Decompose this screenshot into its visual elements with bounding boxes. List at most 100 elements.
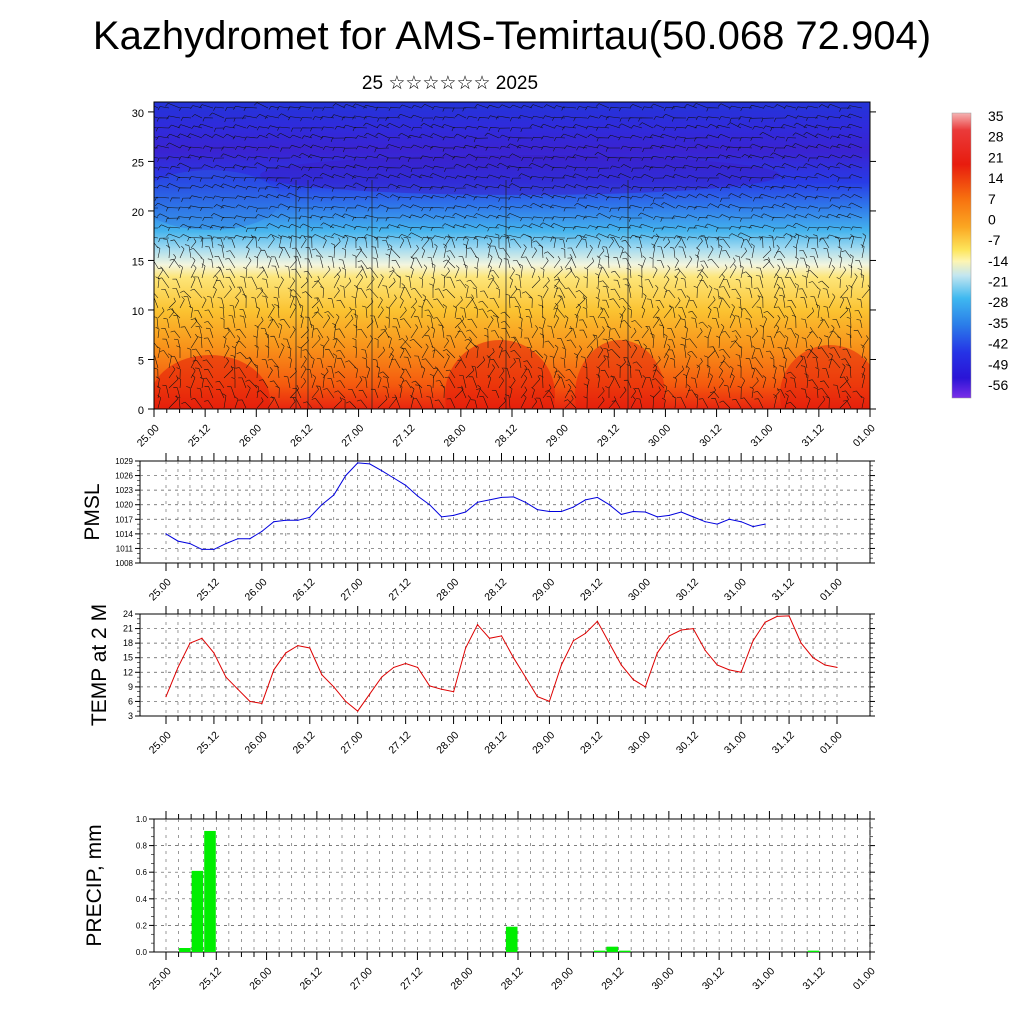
- wind-barb: [385, 217, 401, 222]
- wind-barb: [674, 257, 679, 269]
- wind-barb: [553, 276, 561, 289]
- wind-barb: [705, 214, 720, 219]
- wind-barb: [387, 174, 401, 179]
- wind-barb: [223, 167, 236, 172]
- wind-barb: [794, 283, 799, 299]
- wind-barb: [421, 366, 426, 379]
- wind-barb: [781, 185, 797, 190]
- wind-barb: [617, 173, 632, 179]
- wind-barb: [694, 124, 709, 129]
- wind-barb: [556, 338, 566, 349]
- wind-barb: [204, 309, 214, 319]
- wind-barb: [278, 246, 283, 259]
- wind-barb: [382, 240, 390, 249]
- wind-barb: [388, 394, 398, 409]
- wind-barb: [284, 265, 291, 279]
- wind-barb: [311, 297, 319, 309]
- wind-barb: [836, 277, 841, 289]
- wind-barb: [421, 294, 427, 309]
- wind-barb: [747, 154, 764, 159]
- temp-point: [464, 647, 467, 649]
- precip-bar: [606, 946, 619, 952]
- wind-barb: [509, 377, 516, 389]
- wind-barb: [487, 316, 494, 329]
- wind-barb: [729, 314, 736, 329]
- precip-xtick-label: 28.12: [499, 965, 526, 992]
- wind-barb: [586, 334, 596, 349]
- wind-barb: [662, 113, 676, 119]
- wind-barb: [605, 147, 620, 152]
- wind-barb: [603, 348, 610, 359]
- wind-barb: [442, 259, 456, 269]
- pmsl-point: [680, 511, 682, 513]
- temp-point: [596, 620, 598, 622]
- pmsl-point: [249, 538, 251, 540]
- wind-barb: [259, 267, 269, 279]
- wind-barb: [657, 246, 665, 259]
- wind-barb: [379, 227, 390, 232]
- precip-ytick-label: 0.2: [136, 921, 148, 930]
- wind-barb: [268, 205, 280, 210]
- wind-barb: [696, 247, 700, 259]
- wind-barb: [582, 297, 588, 309]
- wind-barb: [619, 107, 632, 112]
- wind-barb: [542, 163, 555, 169]
- wind-barb: [191, 114, 203, 119]
- precip-xtick-label: 25.00: [147, 965, 174, 992]
- section-xtick-label: 27.12: [390, 422, 417, 449]
- wind-barb: [154, 207, 159, 209]
- wind-barb: [345, 401, 357, 409]
- wind-barb: [655, 300, 665, 309]
- section-ytick-label: 5: [138, 355, 144, 367]
- wind-barb: [410, 184, 423, 189]
- wind-barb: [700, 235, 709, 249]
- wind-barb: [377, 117, 390, 122]
- wind-barb: [781, 163, 797, 169]
- wind-barb: [408, 232, 423, 239]
- wind-barb: [261, 295, 269, 309]
- pmsl-ytick-label: 1020: [115, 501, 133, 510]
- wind-barb: [432, 157, 445, 162]
- wind-barb: [671, 215, 687, 220]
- wind-barb: [720, 361, 731, 369]
- colorbar-gradient: [951, 112, 972, 399]
- wind-barb: [228, 315, 236, 329]
- wind-barb: [184, 244, 192, 259]
- wind-barb: [486, 243, 491, 259]
- wind-barb: [694, 393, 699, 409]
- wind-barb: [473, 196, 489, 201]
- wind-barb: [442, 153, 456, 159]
- wind-barb: [462, 107, 478, 112]
- wind-barb: [465, 395, 471, 409]
- wind-barb: [257, 187, 268, 192]
- wind-barb: [683, 137, 698, 143]
- wind-barb: [641, 375, 646, 389]
- wind-barb: [446, 276, 456, 289]
- wind-barb: [418, 174, 434, 179]
- wind-barb: [578, 319, 588, 329]
- pmsl-point: [309, 516, 311, 518]
- wind-barb: [671, 156, 687, 161]
- wind-barb: [518, 327, 523, 339]
- wind-barb: [698, 321, 709, 329]
- precip-bar: [191, 870, 204, 952]
- colorbar-label: 21: [988, 149, 1004, 165]
- wind-barb: [343, 184, 357, 189]
- wind-barb: [286, 192, 302, 199]
- wind-barb: [337, 357, 346, 369]
- wind-barb: [190, 264, 197, 279]
- wind-barb: [608, 106, 621, 111]
- wind-barb: [803, 132, 819, 139]
- section-ytick-label: 0: [138, 405, 144, 417]
- wind-barb: [238, 377, 247, 389]
- wind-barb: [204, 350, 214, 359]
- wind-barb: [847, 105, 863, 110]
- wind-barb: [434, 288, 445, 299]
- wind-barb: [332, 323, 337, 339]
- wind-barb: [600, 308, 610, 319]
- wind-barb: [508, 225, 522, 230]
- wind-barb: [674, 275, 678, 289]
- pmsl-xtick-label: 31.12: [770, 576, 797, 603]
- precip-ytick-label: 0.8: [136, 842, 148, 851]
- wind-barb: [411, 126, 423, 131]
